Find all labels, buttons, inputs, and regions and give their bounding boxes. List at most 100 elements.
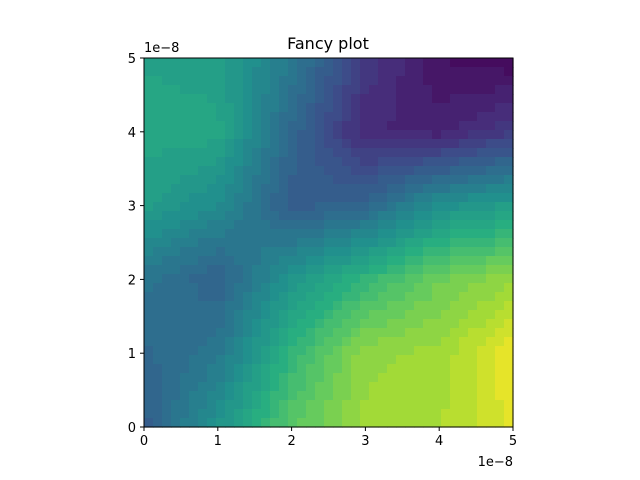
contour-cell <box>369 139 379 149</box>
contour-cell <box>252 355 262 365</box>
contour-cell <box>315 283 325 293</box>
contour-cell <box>252 364 262 374</box>
contour-cell <box>243 139 253 149</box>
contour-cell <box>261 166 271 176</box>
contour-cell <box>216 292 226 302</box>
contour-cell <box>342 139 352 149</box>
contour-cell <box>450 175 460 185</box>
contour-cell <box>252 103 262 113</box>
contour-cell <box>441 121 451 131</box>
contour-cell <box>495 391 505 401</box>
contour-cell <box>189 121 199 131</box>
contour-cell <box>396 418 406 428</box>
contour-cell <box>378 283 388 293</box>
contour-cell <box>270 301 280 311</box>
contour-cell <box>171 247 181 257</box>
contour-cell <box>333 157 343 167</box>
contour-cell <box>144 94 154 104</box>
contour-cell <box>324 148 334 158</box>
contour-cell <box>423 112 433 122</box>
contour-cell <box>180 139 190 149</box>
contour-cell <box>450 229 460 239</box>
contour-cell <box>297 409 307 419</box>
contour-cell <box>234 85 244 95</box>
contour-cell <box>324 382 334 392</box>
contour-cell <box>405 166 415 176</box>
contour-cell <box>153 256 163 266</box>
contour-cell <box>333 67 343 77</box>
contour-cell <box>405 85 415 95</box>
contour-cell <box>252 319 262 329</box>
contour-cell <box>504 292 514 302</box>
contour-cell <box>216 337 226 347</box>
contour-cell <box>378 112 388 122</box>
contour-cell <box>360 292 370 302</box>
contour-cell <box>459 310 469 320</box>
contour-cell <box>324 202 334 212</box>
contour-cell <box>288 274 298 284</box>
contour-cell <box>387 301 397 311</box>
contour-cell <box>252 238 262 248</box>
contour-cell <box>279 238 289 248</box>
contour-cell <box>297 94 307 104</box>
contour-cell <box>360 373 370 383</box>
contour-cell <box>297 364 307 374</box>
contour-cell <box>495 202 505 212</box>
contour-cell <box>306 58 316 68</box>
contour-cell <box>387 184 397 194</box>
contour-cell <box>261 121 271 131</box>
contour-cell <box>189 94 199 104</box>
contour-cell <box>378 256 388 266</box>
contour-cell <box>495 265 505 275</box>
contour-cell <box>495 148 505 158</box>
contour-cell <box>198 229 208 239</box>
contour-cell <box>243 391 253 401</box>
contour-cell <box>387 292 397 302</box>
contour-cell <box>144 418 154 428</box>
contour-cell <box>162 202 172 212</box>
contour-cell <box>387 220 397 230</box>
contour-cell <box>306 310 316 320</box>
contour-cell <box>459 139 469 149</box>
contour-cell <box>468 211 478 221</box>
contour-cell <box>198 283 208 293</box>
contour-cell <box>486 391 496 401</box>
contour-cell <box>459 364 469 374</box>
contour-cell <box>432 103 442 113</box>
contour-cell <box>414 85 424 95</box>
contour-cell <box>495 112 505 122</box>
contour-cell <box>477 319 487 329</box>
contour-cell <box>144 139 154 149</box>
contour-cell <box>180 337 190 347</box>
contour-cell <box>270 157 280 167</box>
contour-cell <box>387 256 397 266</box>
contour-cell <box>432 58 442 68</box>
contour-cell <box>189 139 199 149</box>
contour-cell <box>351 139 361 149</box>
contour-cell <box>405 121 415 131</box>
contour-cell <box>486 265 496 275</box>
contour-cell <box>396 409 406 419</box>
contour-cell <box>324 193 334 203</box>
contour-cell <box>297 112 307 122</box>
contour-cell <box>171 58 181 68</box>
contour-cell <box>504 202 514 212</box>
contour-cell <box>432 391 442 401</box>
contour-cell <box>288 391 298 401</box>
contour-cell <box>261 283 271 293</box>
contour-cell <box>162 346 172 356</box>
contour-cell <box>396 175 406 185</box>
contour-cell <box>504 283 514 293</box>
contour-cell <box>333 301 343 311</box>
contour-cell <box>396 364 406 374</box>
contour-cell <box>180 328 190 338</box>
contour-cell <box>144 229 154 239</box>
contour-cell <box>180 292 190 302</box>
contour-cell <box>243 85 253 95</box>
contour-cell <box>153 94 163 104</box>
contour-cell <box>261 247 271 257</box>
contour-cell <box>153 121 163 131</box>
contour-cell <box>198 256 208 266</box>
y-tick-label: 2 <box>128 273 136 288</box>
contour-cell <box>459 247 469 257</box>
